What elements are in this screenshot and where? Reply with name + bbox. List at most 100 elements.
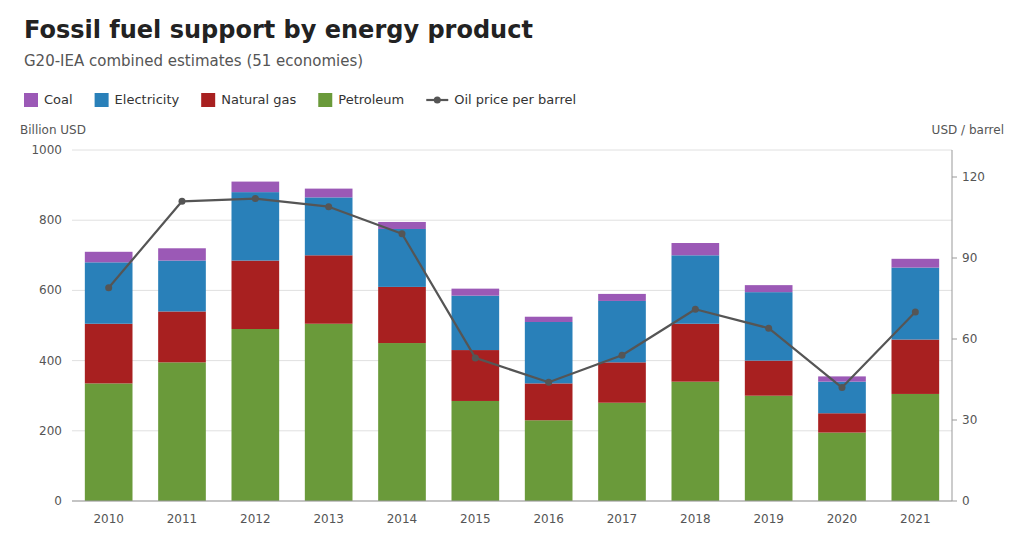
y2-tick-label: 90 (962, 251, 977, 265)
bar (85, 383, 133, 501)
x-tick-label: 2013 (313, 512, 344, 526)
x-tick-label: 2016 (533, 512, 564, 526)
y2-axis-line (952, 150, 953, 501)
line-marker (179, 198, 186, 205)
legend-label: Oil price per barrel (454, 92, 576, 107)
bar (745, 292, 793, 360)
legend: Coal Electricity Natural gas Petroleum Oil p… (24, 92, 576, 107)
y2-tick-label: 30 (962, 413, 977, 427)
x-tick-label: 2020 (827, 512, 858, 526)
bar (598, 294, 646, 301)
bar (378, 229, 426, 287)
grid-line (72, 220, 952, 221)
bar (525, 317, 573, 322)
y-tick-label: 800 (39, 213, 62, 227)
bar (305, 255, 353, 323)
legend-swatch-marker (434, 97, 441, 104)
bar (452, 289, 500, 296)
bar (158, 248, 206, 260)
bar (818, 382, 866, 414)
legend-label: Petroleum (338, 92, 404, 107)
bar (818, 433, 866, 501)
x-axis-line (72, 501, 952, 502)
legend-swatch (95, 93, 109, 107)
bar (232, 329, 280, 501)
subtitle: G20-IEA combined estimates (51 economies… (24, 52, 363, 70)
y2-tick (952, 339, 957, 340)
bar (452, 401, 500, 501)
x-tick-label: 2012 (240, 512, 271, 526)
line-marker (912, 309, 919, 316)
bar (598, 362, 646, 402)
bar (672, 382, 720, 501)
bar (85, 324, 133, 384)
legend-swatch (24, 93, 38, 107)
y2-tick-label: 120 (962, 170, 985, 184)
legend-label: Natural gas (221, 92, 296, 107)
x-tick-label: 2019 (753, 512, 784, 526)
bar (305, 197, 353, 255)
line-marker (252, 195, 259, 202)
y-tick-label: 600 (39, 283, 62, 297)
bar (232, 192, 280, 260)
bar (232, 182, 280, 193)
bar (452, 296, 500, 350)
bar (525, 383, 573, 420)
legend-swatch (318, 93, 332, 107)
x-tick-label: 2018 (680, 512, 711, 526)
bar (892, 259, 940, 268)
bar (672, 243, 720, 255)
legend-label: Electricity (115, 92, 180, 107)
page: {"chart_data": { "type": "bar", "title":… (0, 0, 1024, 541)
y2-axis-label: USD / barrel (932, 123, 1004, 137)
chart: Fossil fuel support by energy productG20… (0, 0, 1024, 541)
grid-line (72, 150, 952, 151)
y-tick-label: 1000 (31, 143, 62, 157)
y-tick-label: 200 (39, 424, 62, 438)
y-axis-label: Billion USD (20, 123, 86, 137)
y2-tick (952, 420, 957, 421)
y2-tick (952, 501, 957, 502)
bar (378, 343, 426, 501)
line-marker (105, 284, 112, 291)
bar (818, 413, 866, 432)
y-tick-label: 0 (54, 494, 62, 508)
bar (158, 362, 206, 501)
line-marker (692, 306, 699, 313)
line (109, 199, 916, 388)
line-marker (325, 203, 332, 210)
bar (378, 287, 426, 343)
bar (305, 324, 353, 501)
line-marker (545, 379, 552, 386)
x-tick-label: 2021 (900, 512, 931, 526)
x-tick-label: 2015 (460, 512, 491, 526)
line-marker (472, 354, 479, 361)
bar (598, 301, 646, 362)
x-tick-label: 2011 (167, 512, 198, 526)
bar (525, 322, 573, 383)
grid (72, 150, 952, 501)
y2-tick-label: 60 (962, 332, 977, 346)
y2-tick-label: 0 (962, 494, 970, 508)
bar (452, 350, 500, 401)
legend-swatch (201, 93, 215, 107)
bar (818, 376, 866, 381)
bar (525, 420, 573, 501)
bar (158, 261, 206, 312)
line-marker (399, 230, 406, 237)
marks (85, 182, 939, 501)
bar (598, 403, 646, 501)
y2-tick (952, 177, 957, 178)
y-tick-label: 400 (39, 354, 62, 368)
bar (745, 285, 793, 292)
bar (305, 189, 353, 198)
line-marker (619, 352, 626, 359)
bar (85, 262, 133, 323)
line-marker (839, 384, 846, 391)
bar (672, 324, 720, 382)
line-marker (765, 325, 772, 332)
bar (892, 340, 940, 394)
x-tick-label: 2014 (387, 512, 418, 526)
legend-label: Coal (44, 92, 73, 107)
x-tick-label: 2017 (607, 512, 638, 526)
